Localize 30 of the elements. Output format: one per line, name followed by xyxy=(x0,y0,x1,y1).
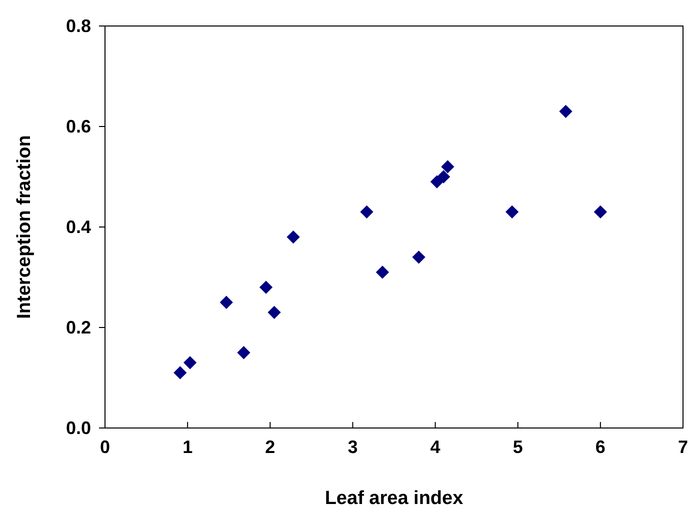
point xyxy=(220,296,233,309)
x-tick-label: 1 xyxy=(182,436,193,457)
point xyxy=(183,356,197,370)
point xyxy=(376,266,390,279)
point xyxy=(360,205,374,218)
x-axis-title: Leaf area index xyxy=(324,488,464,509)
y-tick-label: 0.0 xyxy=(66,418,91,438)
point xyxy=(559,104,572,118)
point xyxy=(174,366,187,380)
x-tick-label: 0 xyxy=(100,436,110,457)
point xyxy=(506,205,519,218)
x-tick-label: 5 xyxy=(512,436,523,457)
point xyxy=(594,205,607,218)
point xyxy=(259,280,273,294)
x-tick-label: 2 xyxy=(265,436,276,457)
y-axis-title: Interception fraction xyxy=(14,135,35,319)
point xyxy=(412,250,426,264)
point xyxy=(237,346,250,360)
point xyxy=(441,160,454,174)
x-tick-label: 4 xyxy=(430,436,440,457)
y-tick-label: 0.4 xyxy=(66,216,91,237)
x-tick-label: 3 xyxy=(348,436,358,457)
y-tick-label: 0.8 xyxy=(66,16,91,36)
x-tick-label: 7 xyxy=(678,436,688,457)
point xyxy=(286,230,300,244)
x-tick-label: 6 xyxy=(595,436,606,457)
point xyxy=(436,170,450,184)
point xyxy=(268,306,281,319)
y-tick-label: 0.6 xyxy=(66,116,91,136)
y-tick-label: 0.2 xyxy=(66,317,91,338)
